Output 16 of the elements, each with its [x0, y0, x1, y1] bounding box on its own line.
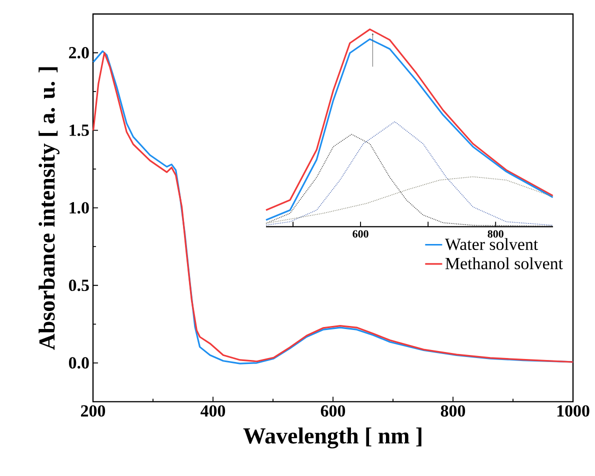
x-axis-title: Wavelength [ nm ]	[243, 427, 422, 448]
y-tick-label: 0.0	[68, 357, 89, 369]
x-tick-label: 400	[200, 405, 226, 417]
x-tick-label: 800	[488, 230, 504, 238]
x-tick-label: 600	[320, 405, 346, 417]
x-tick-label: 1000	[557, 405, 590, 417]
y-axis-title: Absorbance intensity [ a. u. ]	[38, 67, 60, 350]
x-tick-label: 200	[81, 405, 106, 417]
y-tick-label: 1.0	[70, 202, 89, 214]
y-tick-label: 1.5	[70, 124, 89, 136]
y-tick-label: 2.0	[69, 47, 89, 58]
x-tick-label: 800	[440, 405, 466, 417]
x-tick-label: 600	[352, 230, 368, 238]
legend-label: Methanol solvent	[445, 257, 563, 270]
y-tick-label: 0.5	[68, 280, 89, 292]
legend-label: Water solvent	[444, 238, 538, 250]
